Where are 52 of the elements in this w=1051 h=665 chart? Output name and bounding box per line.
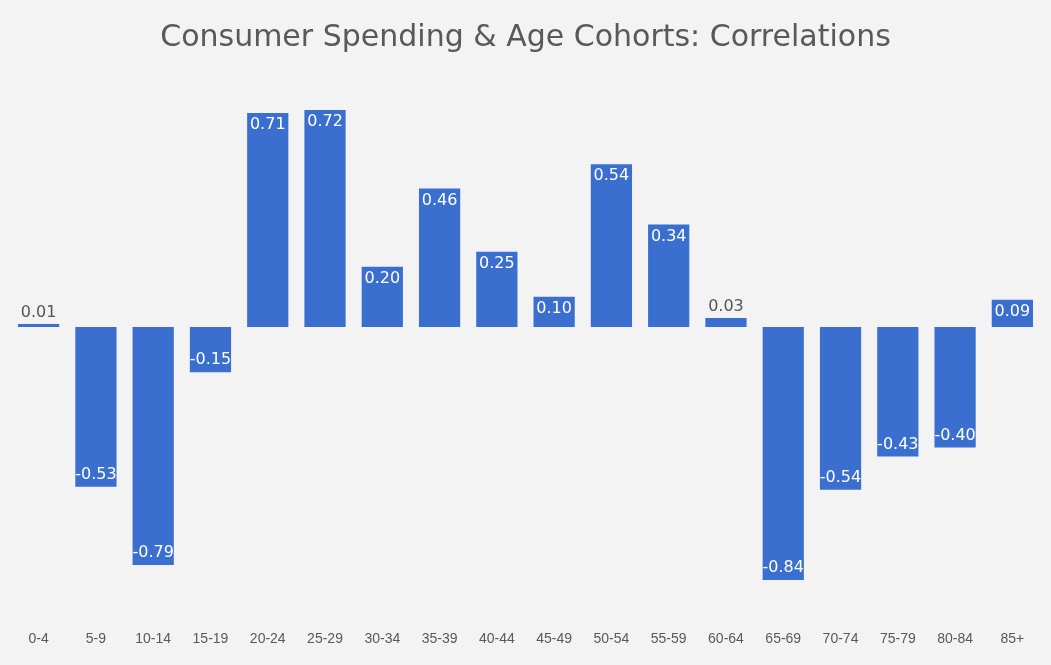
data-label: -0.15 [189, 349, 232, 369]
data-label: 0.34 [650, 225, 687, 245]
data-label: 0.20 [364, 267, 401, 287]
data-label: -0.79 [132, 542, 174, 562]
data-label: 0.03 [708, 296, 744, 316]
x-tick-label: 35-39 [421, 630, 458, 647]
chart-title: Consumer Spending & Age Cohorts: Correlations [159, 17, 892, 55]
x-tick-label: 30-34 [364, 630, 401, 647]
data-label: -0.53 [75, 463, 117, 483]
bar [762, 326, 804, 580]
bar [476, 251, 518, 327]
data-label: 0.10 [536, 298, 572, 318]
bar [934, 326, 976, 448]
bar [648, 224, 690, 327]
data-label: -0.84 [762, 557, 804, 577]
data-label: 0.54 [593, 165, 630, 185]
bar [247, 113, 289, 327]
bar [590, 164, 633, 327]
x-tick-label: 60-64 [708, 630, 745, 647]
bar [132, 326, 174, 565]
x-tick-label: 85+ [1000, 630, 1025, 647]
x-tick-label: 55-59 [650, 630, 687, 647]
x-tick-label: 0-4 [28, 630, 49, 647]
x-tick-label: 20-24 [249, 630, 286, 647]
bar [705, 317, 747, 327]
data-label: -0.43 [877, 433, 919, 453]
bar [18, 323, 60, 327]
x-tick-label: 40-44 [478, 630, 515, 647]
data-label: 0.71 [249, 114, 286, 134]
x-tick-label: 15-19 [192, 630, 229, 647]
x-tick-label: 25-29 [307, 630, 344, 647]
x-tick-label: 5-9 [85, 630, 107, 647]
x-tick-label: 70-74 [822, 630, 859, 647]
x-tick-label: 50-54 [593, 630, 630, 647]
x-tick-label: 45-49 [536, 630, 573, 647]
data-label: 0.72 [307, 111, 343, 131]
x-tick-label: 65-69 [765, 630, 802, 647]
data-label: -0.54 [819, 466, 862, 486]
bar [418, 188, 461, 327]
bar [819, 326, 862, 490]
x-tick-label: 80-84 [937, 630, 974, 647]
data-label: 0.25 [479, 252, 515, 272]
data-label: -0.40 [934, 424, 976, 444]
data-label: 0.09 [994, 301, 1031, 321]
bar [877, 326, 919, 457]
data-label: 0.01 [20, 302, 57, 322]
bar [75, 326, 117, 487]
data-label: 0.46 [421, 189, 458, 209]
bar [361, 266, 403, 327]
bar [304, 110, 346, 327]
x-tick-label: 75-79 [879, 630, 916, 647]
x-tick-label: 10-14 [135, 630, 172, 647]
